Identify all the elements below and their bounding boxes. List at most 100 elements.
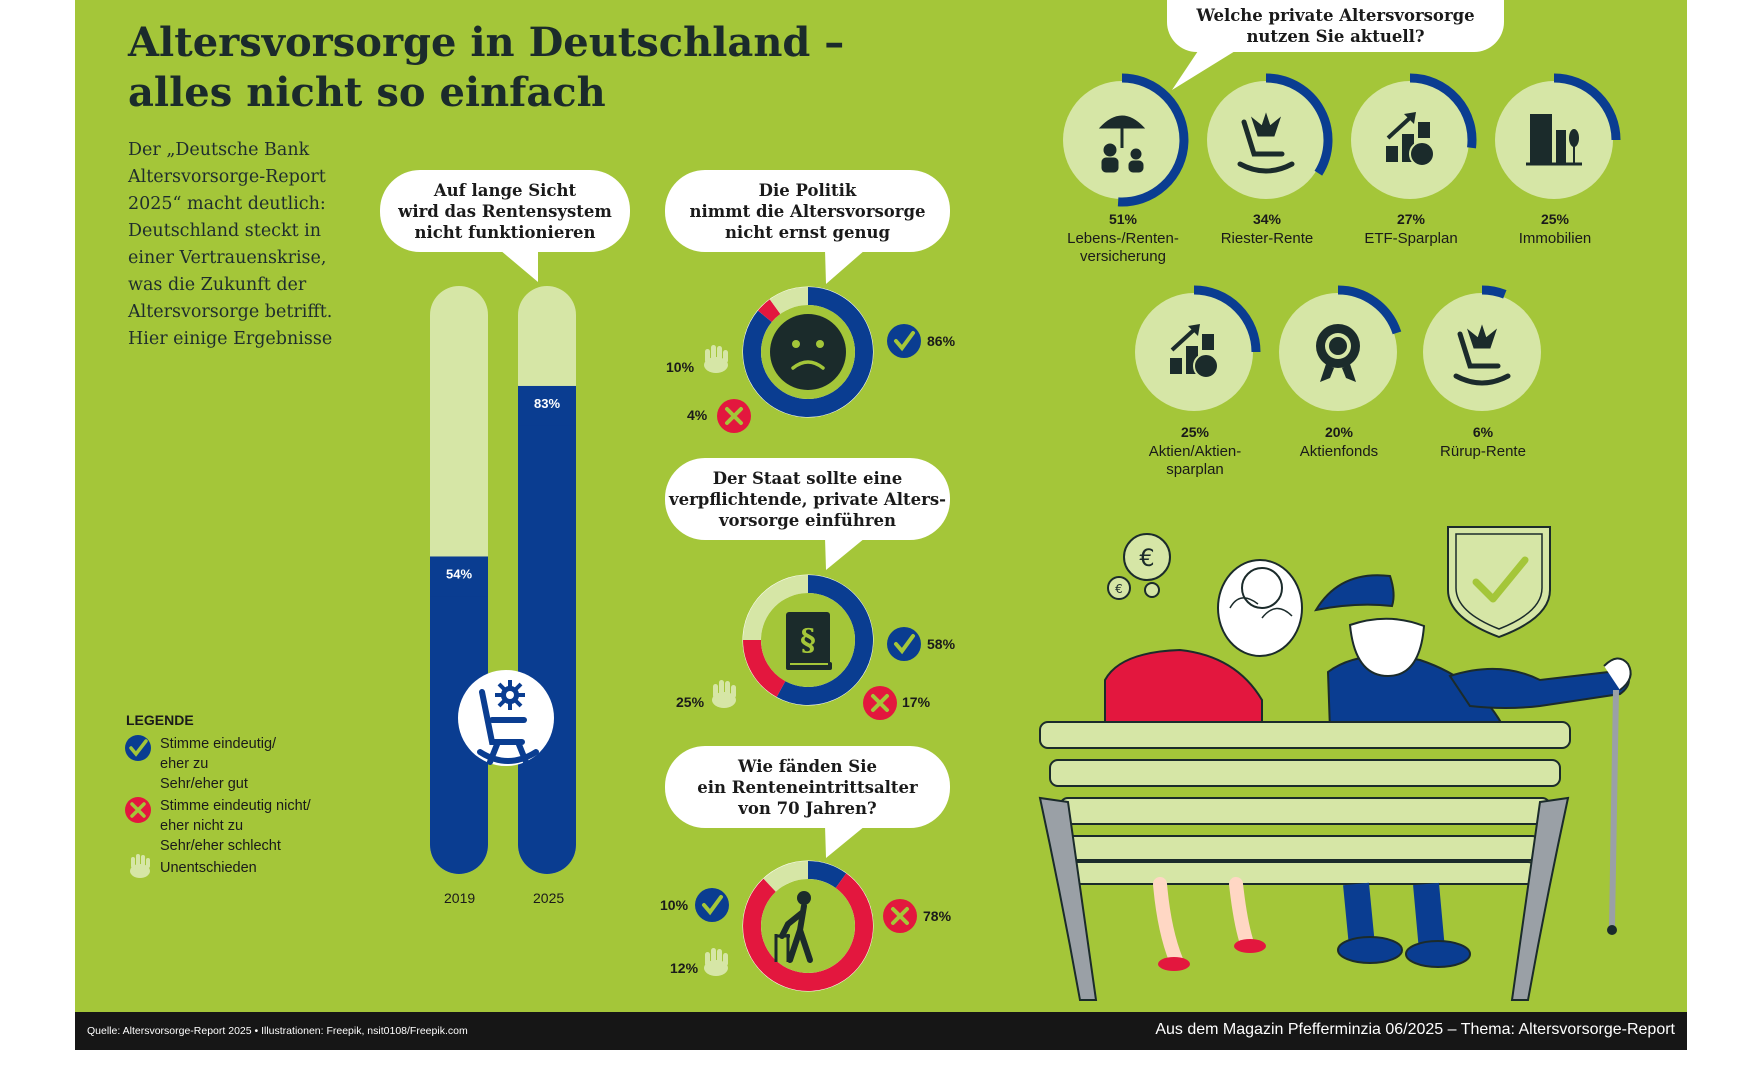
coin [1409, 141, 1435, 167]
private-item-arc [1193, 285, 1261, 353]
title-line-2: alles nicht so einfach [128, 69, 606, 116]
hand-palm [704, 960, 728, 976]
private-item-value: 27% [1396, 211, 1426, 227]
check-mark [894, 634, 915, 655]
bar-top-edge [430, 556, 488, 597]
private-item-value: 25% [1540, 211, 1570, 227]
rosette-center [1329, 337, 1347, 355]
donut-2-question-bubble: Der Staat sollte eine verpflichtende, pr… [665, 458, 950, 540]
svg-text:§: § [800, 623, 816, 658]
cross-icon [717, 399, 751, 433]
chart-arrowhead [1404, 112, 1416, 124]
private-item-label: ETF-Sparplan [1364, 230, 1458, 247]
donut-3-title: Wie fänden Sie ein Renteneintrittsalter … [697, 756, 918, 818]
private-item-arc [1553, 73, 1621, 141]
chair-rocker [1237, 161, 1295, 174]
private-item-arc [1337, 285, 1402, 335]
person-body [1128, 160, 1144, 173]
bar-category-label: 2025 [533, 890, 565, 906]
donut-slice-disagree [743, 873, 873, 991]
chart-arrow [1170, 326, 1198, 352]
chart-bar [1386, 146, 1398, 162]
bar-top-edge [518, 385, 576, 426]
umbrella-family-icon [1098, 115, 1146, 173]
chart-arrowhead [1188, 324, 1200, 336]
legend-undecided-text: Unentschieden [160, 860, 257, 876]
cross-mark [891, 907, 909, 925]
donut-slice-agree [743, 287, 873, 417]
donut-slice-disagree [757, 299, 781, 323]
chart-arrow [1386, 114, 1414, 140]
intro-text: Der „Deutsche Bank Altersvorsorge-Report… [128, 140, 333, 349]
cross-mark [725, 407, 743, 425]
hand-icon [130, 854, 150, 878]
private-pension-chart [1063, 73, 1621, 411]
private-item-value: 51% [1108, 211, 1138, 227]
chair-frame [1241, 119, 1285, 157]
donut-2-undecided-pct: 25% [676, 694, 705, 710]
check-icon [695, 888, 729, 922]
eagle-rocking-chair-icon [1237, 112, 1295, 174]
check-circle [887, 324, 921, 358]
person-body [1101, 157, 1119, 173]
person-head [1130, 148, 1142, 160]
check-mark [894, 331, 915, 352]
couple-on-bench-illustration: € € [1038, 526, 1632, 1001]
buildings-icon [1526, 114, 1582, 166]
bubble-tail [825, 250, 865, 284]
page-title: Altersvorsorge in Deutschland – alles ni… [128, 18, 844, 118]
check-icon [887, 324, 921, 358]
bar-chart-question-bubble: Auf lange Sicht wird das Rentensystem ni… [380, 170, 630, 252]
donut-2-agree-pct: 58% [927, 636, 956, 652]
cross-icon [883, 899, 917, 933]
footer-source: Quelle: Altersvorsorge-Report 2025 • Ill… [87, 1025, 468, 1037]
private-item-circle [1495, 81, 1613, 199]
donut-1-undecided-pct: 10% [666, 359, 695, 375]
donut-1-agree-pct: 86% [927, 333, 956, 349]
donut-legend-markers [695, 324, 921, 976]
person-head [1103, 143, 1117, 157]
chair-frame [1457, 331, 1501, 369]
hand-icon [712, 680, 736, 708]
cross-mark [871, 694, 889, 712]
donut-1-disagree-pct: 4% [687, 407, 708, 423]
rosette-ribbon [1320, 364, 1356, 382]
tree [1569, 129, 1579, 147]
private-item-value: 6% [1472, 424, 1494, 440]
donut-slice-agree [807, 861, 847, 889]
rosette-icon [1316, 324, 1360, 382]
footer-magazine: Aus dem Magazin Pfefferminzia 06/2025 – … [1155, 1021, 1675, 1038]
private-item-arc [1481, 285, 1507, 299]
donut-2-title: Der Staat sollte eine verpflichtende, pr… [669, 468, 946, 530]
donut-1-question-bubble: Die Politik nimmt die Altersvorsorge nic… [665, 170, 950, 252]
bubble-tail [825, 538, 865, 570]
chart-bar [1418, 122, 1430, 138]
umbrella-canopy [1098, 115, 1146, 129]
private-item-label: Aktienfonds [1299, 443, 1379, 460]
hand-palm [704, 357, 728, 373]
footer-bar: Quelle: Altersvorsorge-Report 2025 • Ill… [75, 1012, 1687, 1050]
eagle [1466, 324, 1498, 349]
law-book-icon: § [786, 612, 832, 670]
check-icon [125, 735, 151, 761]
coin [1193, 353, 1219, 379]
private-item-arc [1409, 73, 1477, 149]
svg-text:€: € [1115, 582, 1123, 596]
bar-category-label: 2019 [444, 890, 476, 906]
rocking-chair-gear-icon [458, 670, 554, 766]
eagle [1250, 112, 1282, 137]
private-item-value: 34% [1252, 211, 1282, 227]
chart-bar [1170, 358, 1182, 374]
hand-icon [704, 948, 728, 976]
donut-3-disagree-pct: 78% [923, 908, 952, 924]
check-mark [702, 895, 723, 916]
private-item-label: Lebens-/Renten- versicherung [1067, 230, 1179, 265]
private-item-arc [1117, 73, 1189, 207]
legend-title: LEGENDE [126, 712, 194, 728]
building [1556, 130, 1566, 164]
check-icon [887, 627, 921, 661]
growth-chart-icon [1170, 324, 1219, 379]
bar-value-label: 83% [534, 396, 560, 411]
donut-3-undecided-pct: 12% [670, 960, 699, 976]
check-circle [887, 627, 921, 661]
